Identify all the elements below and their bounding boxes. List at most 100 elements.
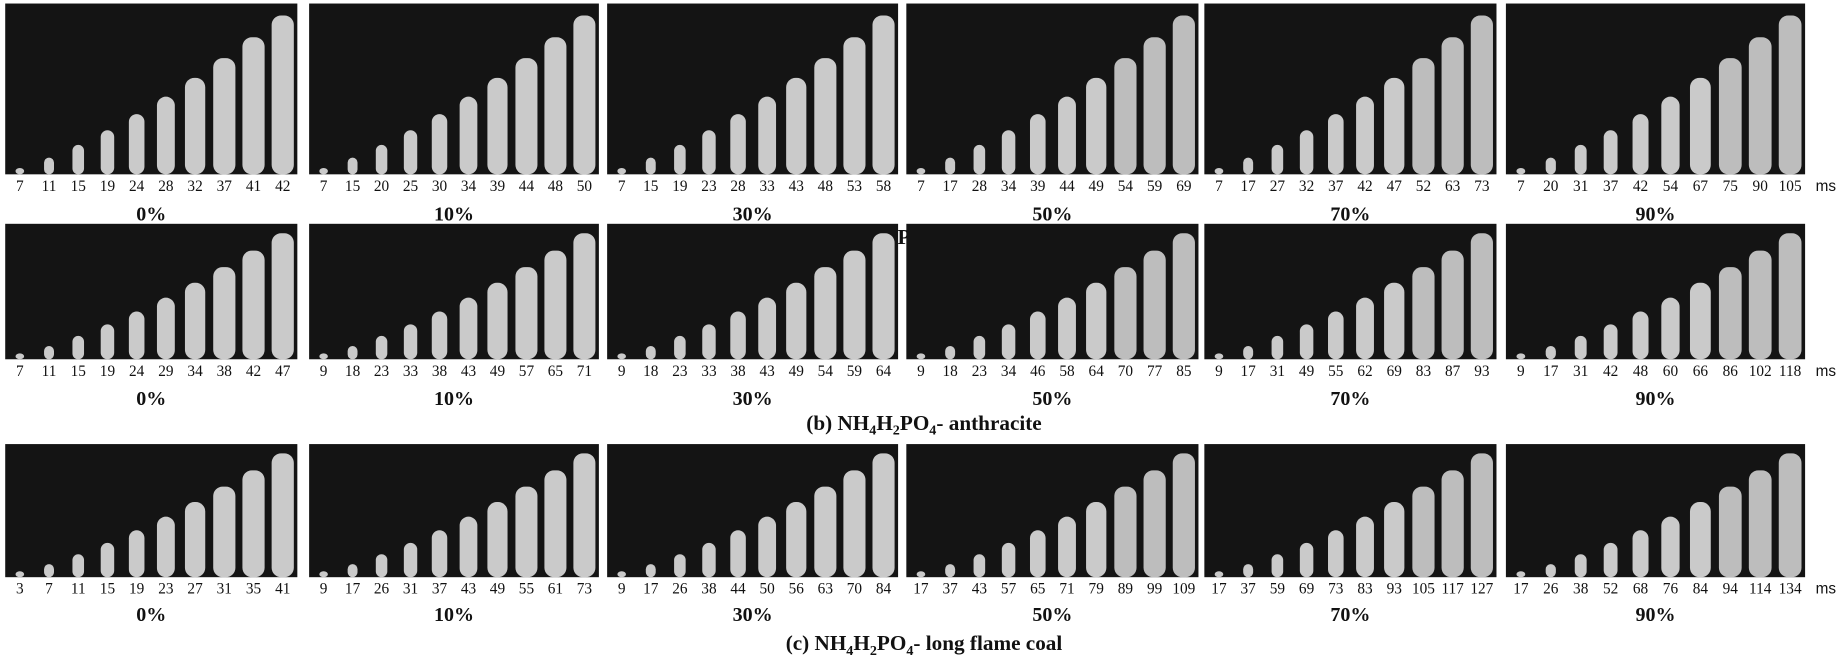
flame [319, 353, 328, 360]
flame [1516, 168, 1526, 175]
time-label: 54 [818, 363, 834, 380]
percent-label: 50% [1032, 388, 1072, 410]
flame [1328, 311, 1344, 360]
time-label: 70 [847, 581, 863, 598]
percent-label: 70% [1330, 203, 1370, 225]
time-label: 11 [42, 178, 57, 195]
flame [1172, 233, 1195, 360]
time-label: 47 [275, 363, 291, 380]
time-label: 38 [701, 581, 717, 598]
flame [573, 15, 596, 175]
flame [319, 571, 328, 578]
flame [1058, 297, 1076, 360]
flame [1778, 453, 1802, 578]
flame [544, 250, 567, 360]
time-label: 7 [45, 581, 53, 598]
time-label: 65 [548, 363, 564, 380]
flame [375, 144, 388, 175]
flame [945, 346, 956, 360]
time-label: 34 [187, 363, 203, 380]
flame [730, 311, 746, 360]
time-label: 15 [71, 178, 87, 195]
time-label: 75 [1723, 178, 1739, 195]
flame [213, 486, 236, 578]
time-label: 42 [246, 363, 261, 380]
flame [916, 353, 926, 360]
time-label: 9 [618, 581, 626, 598]
time-label: 44 [519, 178, 535, 195]
time-label: 105 [1779, 178, 1802, 195]
time-label: 7 [320, 178, 328, 195]
percent-label: 90% [1635, 388, 1675, 410]
flame [916, 571, 926, 578]
flame [1001, 324, 1016, 360]
flame [1243, 157, 1254, 175]
time-label: 28 [730, 178, 746, 195]
flame [1661, 96, 1680, 175]
time-label: 59 [847, 363, 863, 380]
time-label: 34 [1001, 178, 1017, 195]
flame [184, 282, 206, 360]
time-label: 84 [1693, 581, 1709, 598]
flame [1545, 157, 1556, 175]
unit-label: ms [1816, 581, 1837, 598]
caption-part: PO [877, 631, 906, 655]
time-label: 26 [374, 581, 390, 598]
flame [843, 37, 866, 175]
time-label: 11 [71, 581, 86, 598]
flame [1086, 502, 1107, 578]
time-label: 109 [1172, 581, 1195, 598]
flame [515, 486, 538, 578]
caption-part: - anthracite [936, 411, 1041, 435]
flame [786, 502, 807, 578]
time-label: 102 [1749, 363, 1772, 380]
flame [515, 58, 538, 175]
caption-part: 4 [869, 423, 876, 439]
percent-label: 70% [1330, 388, 1370, 410]
caption-part: 4 [929, 423, 936, 439]
flame [973, 144, 986, 175]
caption: (b) NH4H2PO4- anthracite [806, 411, 1041, 439]
flame [213, 58, 236, 175]
flame [814, 58, 837, 175]
time-label: 15 [71, 363, 87, 380]
time-label: 56 [789, 581, 805, 598]
flame [1661, 297, 1680, 360]
flame [674, 335, 686, 360]
unit-label: ms [1816, 178, 1837, 195]
flame [1574, 335, 1587, 360]
flame [156, 297, 175, 360]
time-label: 49 [490, 363, 506, 380]
time-label: 28 [158, 178, 174, 195]
time-label: 9 [917, 363, 925, 380]
flame [1718, 58, 1742, 175]
percent-label: 50% [1032, 203, 1072, 225]
time-label: 33 [403, 363, 419, 380]
percent-label: 70% [1330, 604, 1370, 626]
flame [843, 470, 866, 578]
time-label: 41 [275, 581, 290, 598]
flame [242, 470, 265, 578]
flame [44, 564, 54, 578]
time-label: 37 [1241, 581, 1257, 598]
time-label: 69 [1299, 581, 1315, 598]
flame [403, 324, 418, 360]
time-label: 76 [1663, 581, 1679, 598]
time-label: 73 [577, 581, 593, 598]
time-label: 47 [1387, 178, 1403, 195]
caption-part: (b) NH [806, 411, 869, 435]
time-label: 38 [432, 363, 448, 380]
flame [786, 282, 807, 360]
time-label: 17 [1211, 581, 1227, 598]
time-label: 53 [847, 178, 863, 195]
flame [1058, 96, 1076, 175]
time-label: 32 [1299, 178, 1314, 195]
time-label: 52 [1603, 581, 1618, 598]
time-label: 31 [217, 581, 232, 598]
flame [487, 282, 508, 360]
time-label: 24 [129, 178, 145, 195]
time-label: 17 [345, 581, 361, 598]
flame [702, 130, 716, 175]
flame [1441, 250, 1464, 360]
